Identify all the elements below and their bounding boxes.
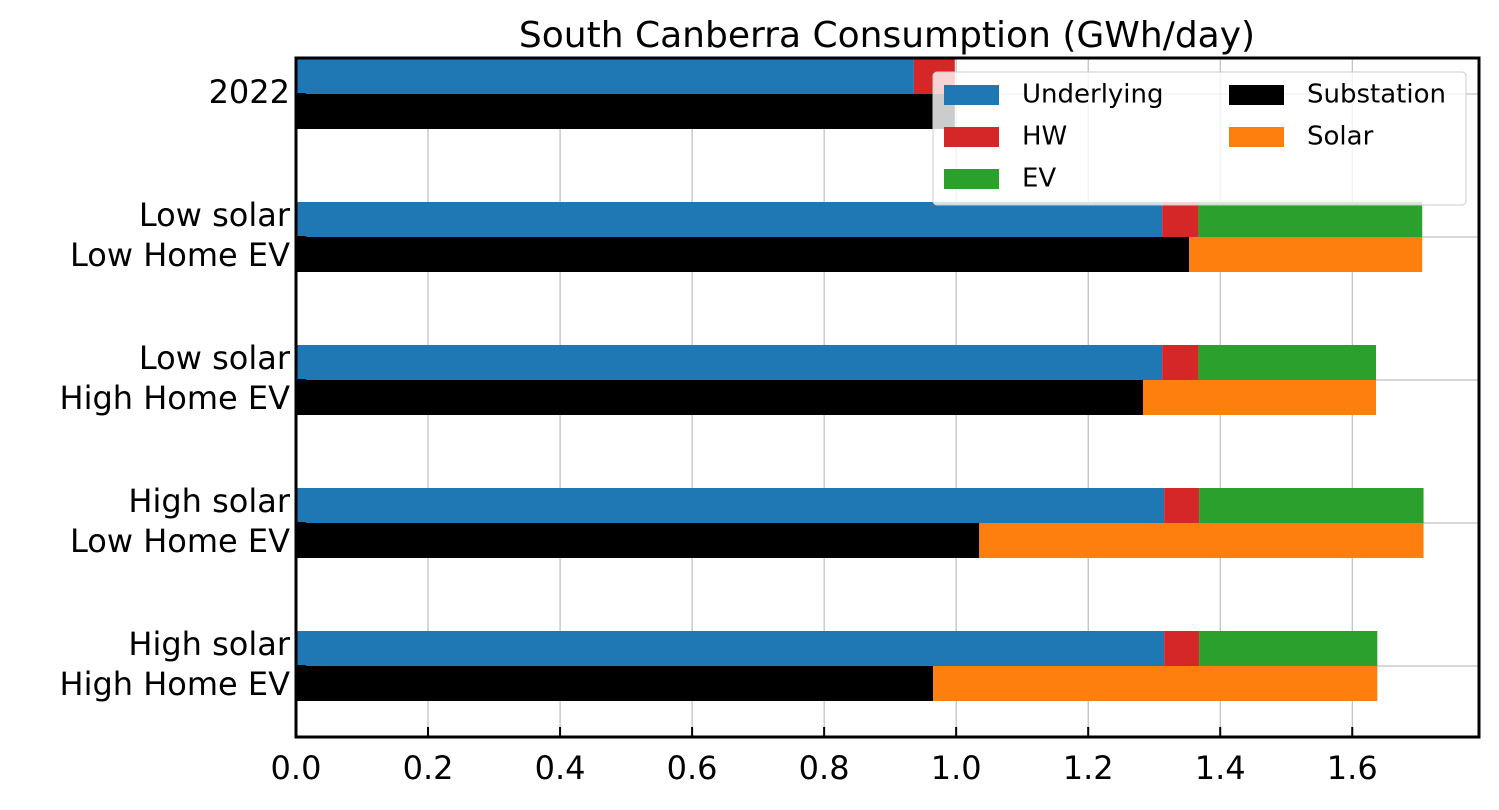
legend: Underlying HW EV Substation Solar <box>932 71 1467 206</box>
y-tick-label: Low Home EV <box>70 236 290 274</box>
bar <box>1162 345 1199 380</box>
bar <box>1164 631 1200 666</box>
legend-swatch <box>1229 85 1284 105</box>
bar <box>1199 488 1424 523</box>
x-tick-label: 1.6 <box>1327 749 1378 787</box>
y-tick-label: 2022 <box>209 73 290 111</box>
legend-swatch <box>944 169 999 189</box>
bar <box>296 59 914 94</box>
chart-title: South Canberra Consumption (GWh/day) <box>519 15 1255 56</box>
bar <box>296 488 1165 523</box>
y-tick-label: High solar <box>128 482 290 520</box>
bar <box>296 94 955 129</box>
legend-box <box>932 71 1467 206</box>
plot-frame <box>294 56 1481 739</box>
y-tick-label: Low Home EV <box>70 522 290 560</box>
x-tick-label: 1.4 <box>1195 749 1246 787</box>
y-tick-label: High Home EV <box>60 379 291 417</box>
bar <box>1198 202 1423 237</box>
bar <box>296 202 1163 237</box>
bars <box>296 59 1424 701</box>
y-tick-label: Low solar <box>139 196 291 234</box>
bar <box>296 523 980 558</box>
bar <box>296 631 1165 666</box>
bar <box>1162 202 1199 237</box>
x-tick-label: 1.2 <box>1063 749 1114 787</box>
bar <box>296 237 1190 272</box>
bar <box>296 666 934 701</box>
x-tick-label: 0.4 <box>535 749 586 787</box>
legend-swatch <box>944 85 999 105</box>
axes: 0.0 0.2 0.4 0.6 0.8 1.0 1.2 1.4 1.6 2022 Low solar… <box>60 73 1378 787</box>
x-tick-label: 0.0 <box>271 749 322 787</box>
legend-swatch <box>1229 127 1284 147</box>
bar <box>1199 631 1378 666</box>
bar <box>1198 345 1377 380</box>
legend-label: Underlying <box>1022 80 1164 110</box>
bar <box>296 345 1163 380</box>
x-tick-label: 0.6 <box>667 749 718 787</box>
x-tick-label: 0.2 <box>403 749 454 787</box>
y-tick-label: High Home EV <box>60 665 291 703</box>
bar <box>1164 488 1200 523</box>
x-tick-label: 0.8 <box>799 749 850 787</box>
bar <box>296 380 1143 415</box>
bar <box>933 666 1378 701</box>
legend-label: Substation <box>1307 80 1446 110</box>
legend-label: EV <box>1022 164 1056 194</box>
legend-label: Solar <box>1307 122 1374 152</box>
y-tick-label: High solar <box>128 625 290 663</box>
legend-swatch <box>944 127 999 147</box>
y-tick-label: Low solar <box>139 339 291 377</box>
x-tick-label: 1.0 <box>931 749 982 787</box>
bar <box>1189 237 1423 272</box>
bar <box>979 523 1424 558</box>
legend-label: HW <box>1022 122 1067 152</box>
bar <box>1142 380 1377 415</box>
